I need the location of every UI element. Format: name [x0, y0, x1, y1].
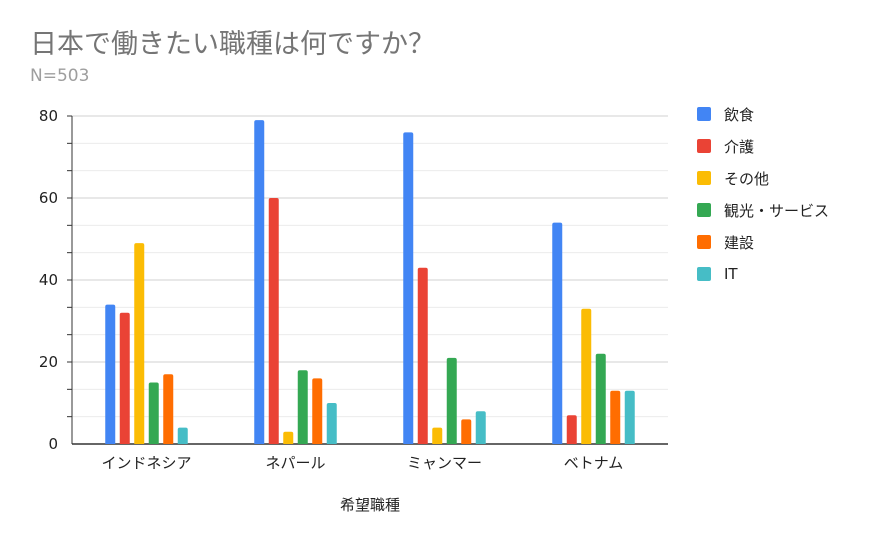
legend-swatch — [697, 267, 711, 281]
bar — [268, 198, 279, 444]
bar — [552, 222, 563, 444]
legend-item: IT — [697, 264, 738, 284]
bar — [403, 132, 414, 444]
legend-item: その他 — [697, 168, 769, 188]
bar — [446, 357, 457, 444]
bar — [312, 378, 323, 444]
x-tick-label: ベトナム — [564, 454, 624, 472]
chart-title: 日本で働きたい職種は何ですか？ — [30, 29, 435, 60]
chart-subtitle: N=503 — [30, 66, 90, 86]
legend-label: 介護 — [724, 137, 755, 156]
bar — [134, 243, 145, 444]
legend-item: 建設 — [697, 232, 754, 252]
y-tick-label: 60 — [39, 189, 58, 207]
bar — [326, 403, 337, 444]
legend-label: 観光・サービス — [724, 201, 830, 220]
legend-item: 飲食 — [697, 104, 754, 124]
legend-label: 飲食 — [724, 105, 755, 124]
legend-label: その他 — [724, 169, 770, 188]
bar — [581, 308, 592, 444]
y-tick-label: 80 — [39, 107, 58, 125]
x-tick-label: インドネシア — [101, 454, 191, 472]
bar — [566, 415, 577, 444]
x-axis-title: 希望職種 — [339, 496, 400, 514]
legend-swatch — [697, 107, 711, 121]
x-tick-label: ミャンマー — [407, 454, 482, 472]
legend-swatch — [697, 203, 711, 217]
y-tick-label: 40 — [39, 271, 58, 289]
bar — [297, 370, 308, 444]
bar — [417, 267, 428, 444]
legend-item: 観光・サービス — [697, 200, 829, 220]
bar — [595, 353, 606, 444]
bar — [461, 419, 472, 444]
bar — [163, 374, 174, 444]
bar — [177, 427, 188, 444]
legend-swatch — [697, 171, 711, 185]
bar — [475, 411, 486, 444]
bar — [148, 382, 159, 444]
legend-item: 介護 — [697, 136, 754, 156]
y-tick-label: 0 — [48, 435, 58, 453]
legend-label: 建設 — [724, 233, 755, 252]
legend-swatch — [697, 235, 711, 249]
legend-label: IT — [724, 265, 738, 283]
bar — [119, 312, 130, 444]
legend-swatch — [697, 139, 711, 153]
bar — [283, 431, 294, 444]
bar — [432, 427, 443, 444]
y-tick-label: 20 — [39, 353, 58, 371]
bar — [624, 390, 635, 444]
bar — [105, 304, 116, 444]
x-tick-label: ネパール — [265, 454, 325, 472]
bar — [254, 120, 265, 444]
bar — [610, 390, 621, 444]
